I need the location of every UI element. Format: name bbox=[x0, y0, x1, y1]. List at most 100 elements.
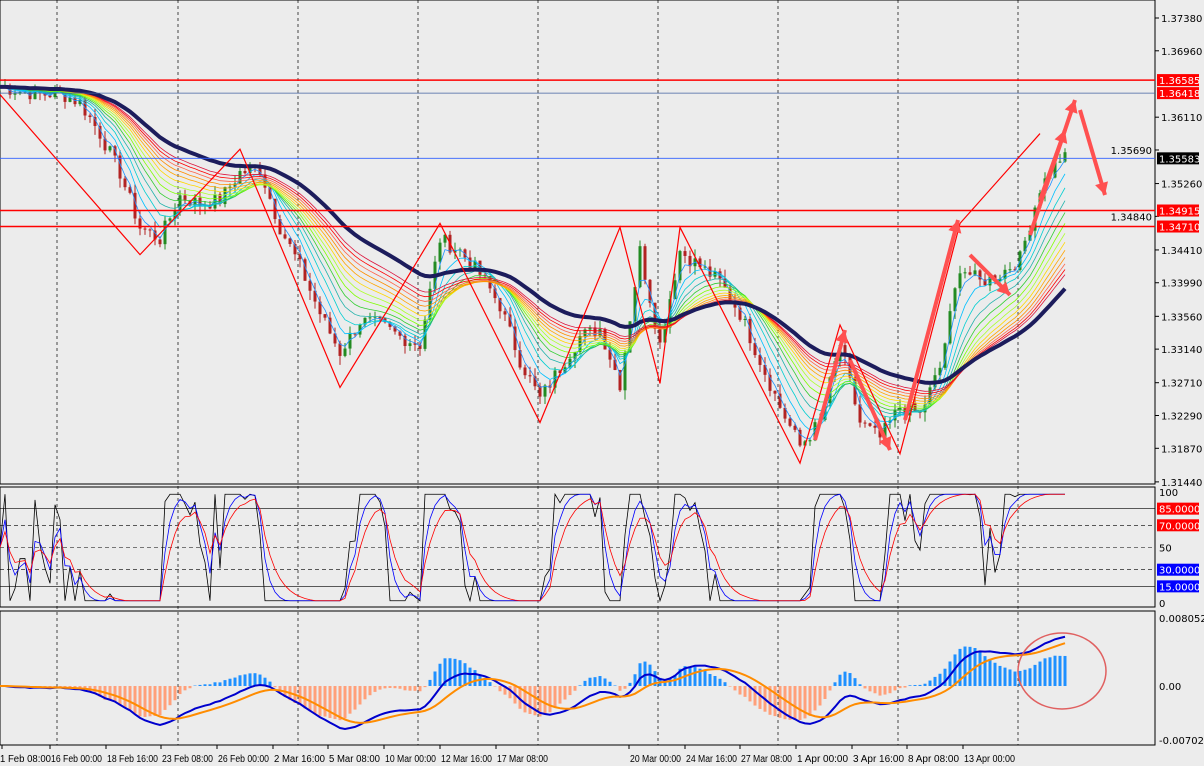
candle-body bbox=[873, 425, 877, 428]
candle-body bbox=[158, 239, 162, 245]
macd-pane bbox=[0, 610, 1156, 746]
candle-body bbox=[1028, 230, 1032, 241]
oscillator-level-label: 70.0000 bbox=[1159, 521, 1200, 532]
macd-histogram-bar bbox=[848, 673, 852, 686]
macd-histogram-bar bbox=[1048, 657, 1052, 686]
macd-histogram-bar bbox=[148, 686, 152, 717]
candle-body bbox=[673, 280, 677, 300]
price-tick-label: 1.32290 bbox=[1161, 412, 1202, 423]
macd-histogram-bar bbox=[133, 686, 137, 714]
candle-body bbox=[623, 352, 627, 391]
candle-body bbox=[948, 311, 952, 344]
macd-histogram-bar bbox=[408, 686, 412, 691]
candle-body bbox=[183, 195, 187, 201]
candle-body bbox=[188, 200, 192, 206]
candle-body bbox=[923, 404, 927, 413]
candle-body bbox=[108, 146, 112, 151]
macd-histogram-bar bbox=[203, 684, 207, 686]
arrowhead-icon bbox=[1095, 181, 1108, 195]
candle-body bbox=[798, 429, 802, 446]
candle-body bbox=[468, 257, 472, 269]
arrowhead-icon bbox=[878, 436, 892, 450]
macd-histogram-bar bbox=[483, 677, 487, 686]
macd-histogram-bar bbox=[1003, 667, 1007, 686]
macd-histogram-bar bbox=[1028, 668, 1032, 686]
candle-body bbox=[903, 407, 907, 416]
macd-histogram-bar bbox=[398, 686, 402, 689]
macd-histogram-bar bbox=[963, 646, 967, 686]
macd-tick-label: 0.0080527 bbox=[1159, 614, 1204, 625]
candle-body bbox=[453, 249, 457, 253]
macd-histogram-bar bbox=[403, 686, 407, 691]
candle-body bbox=[953, 288, 957, 312]
macd-histogram-bar bbox=[878, 686, 882, 696]
macd-histogram-bar bbox=[343, 686, 347, 719]
macd-histogram-bar bbox=[943, 668, 947, 686]
candle-body bbox=[123, 178, 127, 188]
time-tick-label: 17 Mar 08:00 bbox=[497, 754, 548, 765]
macd-histogram-bar bbox=[1043, 658, 1047, 686]
ema-ribbon-line bbox=[0, 86, 1066, 400]
price-label-bg bbox=[1157, 74, 1199, 87]
candle-body bbox=[638, 246, 642, 288]
annotation-arrow bbox=[813, 329, 847, 441]
candle-body bbox=[988, 275, 992, 286]
oscillator-line bbox=[0, 493, 1065, 602]
candle-body bbox=[333, 333, 337, 344]
candle-body bbox=[743, 318, 747, 320]
candle-body bbox=[313, 290, 317, 302]
candle-body bbox=[943, 343, 947, 368]
macd-histogram-bar bbox=[263, 677, 267, 686]
macd-histogram-bar bbox=[318, 686, 322, 716]
candle-body bbox=[393, 326, 397, 332]
macd-histogram-bar bbox=[983, 656, 987, 686]
price-pane bbox=[0, 0, 1156, 485]
ema-ribbon-line bbox=[0, 86, 1066, 409]
candle-body bbox=[138, 218, 142, 229]
macd-histogram-bar bbox=[423, 686, 427, 688]
macd-histogram-bar bbox=[493, 686, 497, 687]
macd-histogram-bar bbox=[1018, 670, 1022, 686]
price-tick-label: 1.36960 bbox=[1161, 47, 1202, 58]
macd-histogram-bar bbox=[383, 686, 387, 689]
macd-histogram-bar bbox=[128, 686, 132, 710]
macd-histogram-bar bbox=[968, 646, 972, 686]
candle-body bbox=[973, 270, 977, 275]
macd-histogram-bar bbox=[1058, 655, 1062, 686]
candle-body bbox=[308, 280, 312, 291]
macd-histogram-bar bbox=[888, 686, 892, 694]
macd-histogram-bar bbox=[178, 686, 182, 695]
candle-body bbox=[248, 166, 252, 174]
macd-histogram-bar bbox=[503, 686, 507, 695]
macd-histogram-bar bbox=[738, 686, 742, 695]
arrowhead-icon bbox=[1054, 130, 1068, 144]
macd-histogram-bar bbox=[138, 686, 142, 717]
time-tick-label: 5 Mar 08:00 bbox=[329, 754, 380, 765]
candle-body bbox=[283, 234, 287, 239]
macd-histogram-bar bbox=[698, 668, 702, 686]
macd-histogram-bar bbox=[978, 651, 982, 686]
candle-body bbox=[498, 298, 502, 312]
macd-histogram-bar bbox=[598, 676, 602, 686]
macd-histogram-bar bbox=[218, 682, 222, 686]
candle-body bbox=[848, 356, 852, 378]
candle-body bbox=[163, 220, 167, 245]
candle-body bbox=[418, 344, 422, 349]
candle-body bbox=[863, 422, 867, 424]
candle-body bbox=[243, 171, 247, 174]
macd-histogram-bar bbox=[663, 680, 667, 686]
macd-histogram-bar bbox=[358, 686, 362, 705]
macd-histogram-bar bbox=[833, 682, 837, 686]
macd-histogram-bar bbox=[238, 675, 242, 686]
macd-histogram-bar bbox=[243, 674, 247, 686]
price-label-bg bbox=[1157, 204, 1199, 217]
candle-body bbox=[168, 218, 172, 221]
candle-body bbox=[608, 349, 612, 360]
macd-histogram-bar bbox=[588, 677, 592, 686]
macd-histogram-bar bbox=[768, 686, 772, 715]
candle-body bbox=[523, 367, 527, 376]
candle-body bbox=[128, 187, 132, 193]
macd-histogram-bar bbox=[918, 684, 922, 686]
macd-histogram-bar bbox=[428, 679, 432, 686]
